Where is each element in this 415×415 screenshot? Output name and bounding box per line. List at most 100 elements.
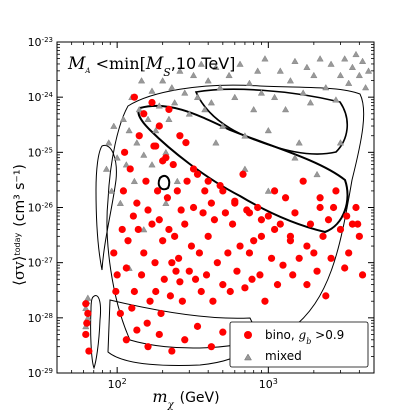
bino-point — [303, 281, 311, 289]
bino-point — [219, 187, 227, 195]
bino-point — [129, 212, 137, 220]
contour-line — [194, 88, 348, 155]
y-axis-ticks: 10-29 10-28 10-27 10-26 10-25 10-24 10-23 — [28, 36, 374, 380]
mixed-point — [355, 71, 363, 79]
mixed-point — [159, 77, 167, 84]
bino-point — [329, 203, 338, 212]
mixed-point — [364, 67, 373, 74]
mixed-point — [231, 93, 239, 100]
bino-point — [316, 203, 324, 212]
bino-point — [166, 292, 174, 300]
bino-point — [276, 220, 284, 228]
annotation: MA <min[MS,10 TeV] — [67, 54, 235, 79]
mixed-point — [322, 84, 330, 91]
bino-point — [153, 187, 162, 195]
mixed-point — [125, 126, 133, 134]
bino-point — [279, 261, 287, 269]
bino-point — [155, 216, 163, 224]
legend: bino, gb >0.9 mixed — [229, 321, 369, 368]
y-tick-label: 10-27 — [28, 257, 53, 270]
bino-point — [257, 232, 266, 240]
bino-point — [155, 330, 163, 339]
x-axis-ticks: 102 103 — [71, 42, 360, 392]
mixed-point — [313, 170, 321, 178]
mixed-point — [332, 96, 340, 103]
bino-point — [257, 216, 266, 224]
bino-point — [239, 170, 247, 178]
legend-marker-mixed — [244, 353, 252, 361]
mixed-point — [181, 89, 189, 96]
bino-point — [118, 225, 126, 234]
bino-point — [195, 249, 204, 257]
bino-point — [82, 330, 90, 339]
bino-point — [289, 271, 297, 279]
mixed-point — [197, 60, 205, 67]
mixed-point — [261, 55, 269, 62]
mixed-point — [286, 77, 294, 84]
bino-point — [345, 249, 353, 257]
mixed-point — [276, 67, 284, 74]
mixed-point — [140, 226, 148, 233]
bino-point — [348, 220, 357, 228]
bino-point — [245, 209, 254, 217]
mixed-point — [282, 106, 290, 113]
bino-point — [219, 328, 227, 336]
bino-point — [159, 237, 167, 245]
bino-point — [245, 249, 254, 257]
bino-point — [254, 203, 262, 212]
legend-marker-bino — [244, 331, 252, 339]
bino-point — [313, 267, 321, 275]
bino-point — [281, 194, 290, 202]
bino-point — [112, 287, 120, 296]
bino-point — [113, 271, 121, 279]
contour-line — [157, 174, 171, 191]
bino-point — [163, 194, 172, 202]
bino-point — [341, 264, 349, 272]
bino-point — [250, 237, 258, 245]
bino-point — [140, 110, 148, 118]
y-axis-label: ⟨σv⟩today(cm³ s⁻¹) — [10, 164, 28, 286]
bino-point — [193, 322, 202, 330]
bino-point — [221, 209, 230, 217]
bino-point — [233, 267, 241, 275]
bino-point — [135, 132, 143, 140]
data-markers — [82, 50, 373, 360]
mixed-point — [189, 71, 198, 79]
mixed-point — [201, 106, 209, 113]
mixed-point — [241, 165, 249, 172]
bino-point — [216, 181, 224, 190]
bino-point — [327, 254, 335, 262]
mixed-point — [105, 139, 113, 146]
bino-point — [172, 267, 180, 275]
bino-point — [130, 287, 138, 296]
bino-point — [116, 309, 124, 318]
bino-point — [270, 187, 279, 195]
mixed-point — [165, 115, 173, 122]
mixed-point — [108, 187, 116, 194]
mixed-point — [144, 115, 152, 122]
bino-point — [324, 216, 333, 224]
x-tick-label: 102 — [108, 377, 127, 392]
bino-point — [144, 343, 152, 351]
mixed-point — [299, 89, 307, 96]
bino-point — [241, 284, 249, 292]
bino-point — [165, 225, 173, 234]
bino-point — [168, 347, 176, 355]
mixed-point — [341, 55, 349, 62]
bino-point — [144, 206, 152, 214]
bino-point — [213, 259, 221, 267]
mixed-point — [176, 67, 184, 74]
bino-point — [319, 232, 327, 240]
bino-point — [199, 209, 207, 217]
mixed-point — [84, 294, 92, 301]
mixed-point — [168, 84, 176, 91]
bino-point — [176, 278, 184, 286]
bino-point — [146, 297, 154, 305]
mixed-point — [130, 177, 138, 184]
bino-point — [202, 271, 211, 279]
mixed-point — [295, 139, 303, 146]
y-tick-label: 10-23 — [28, 36, 53, 49]
bino-point — [120, 148, 129, 156]
bino-point — [322, 292, 330, 300]
bino-point — [310, 249, 318, 257]
